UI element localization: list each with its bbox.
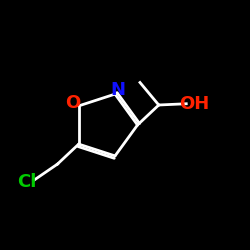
Text: Cl: Cl (17, 172, 37, 190)
Text: N: N (110, 81, 125, 99)
Text: OH: OH (178, 95, 209, 113)
Text: O: O (66, 94, 81, 112)
